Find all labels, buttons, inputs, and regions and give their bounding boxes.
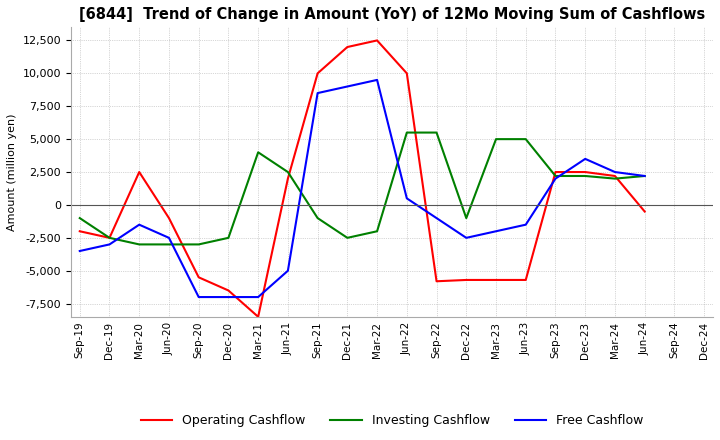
Operating Cashflow: [135, 169, 143, 175]
Free Cashflow: [194, 294, 203, 300]
Operating Cashflow: [76, 229, 84, 234]
Investing Cashflow: [135, 242, 143, 247]
Legend: Operating Cashflow, Investing Cashflow, Free Cashflow: Operating Cashflow, Investing Cashflow, …: [135, 409, 648, 432]
Operating Cashflow: [194, 275, 203, 280]
Operating Cashflow: [551, 169, 559, 175]
Title: [6844]  Trend of Change in Amount (YoY) of 12Mo Moving Sum of Cashflows: [6844] Trend of Change in Amount (YoY) o…: [78, 7, 705, 22]
Free Cashflow: [432, 216, 441, 221]
Operating Cashflow: [432, 279, 441, 284]
Investing Cashflow: [284, 169, 292, 175]
Investing Cashflow: [492, 136, 500, 142]
Investing Cashflow: [551, 173, 559, 179]
Investing Cashflow: [343, 235, 351, 241]
Operating Cashflow: [373, 38, 382, 43]
Investing Cashflow: [313, 216, 322, 221]
Operating Cashflow: [462, 277, 471, 282]
Investing Cashflow: [462, 216, 471, 221]
Operating Cashflow: [224, 288, 233, 293]
Line: Free Cashflow: Free Cashflow: [80, 80, 644, 297]
Investing Cashflow: [611, 176, 619, 181]
Free Cashflow: [343, 84, 351, 89]
Operating Cashflow: [105, 235, 114, 241]
Operating Cashflow: [581, 169, 590, 175]
Free Cashflow: [284, 268, 292, 273]
Operating Cashflow: [284, 176, 292, 181]
Free Cashflow: [76, 248, 84, 253]
Free Cashflow: [492, 229, 500, 234]
Free Cashflow: [224, 294, 233, 300]
Investing Cashflow: [194, 242, 203, 247]
Investing Cashflow: [373, 229, 382, 234]
Free Cashflow: [254, 294, 263, 300]
Line: Operating Cashflow: Operating Cashflow: [80, 40, 644, 317]
Free Cashflow: [313, 91, 322, 96]
Free Cashflow: [373, 77, 382, 83]
Investing Cashflow: [402, 130, 411, 135]
Investing Cashflow: [224, 235, 233, 241]
Free Cashflow: [581, 156, 590, 161]
Investing Cashflow: [165, 242, 174, 247]
Operating Cashflow: [343, 44, 351, 50]
Operating Cashflow: [165, 216, 174, 221]
Investing Cashflow: [254, 150, 263, 155]
Free Cashflow: [640, 173, 649, 179]
Operating Cashflow: [313, 71, 322, 76]
Investing Cashflow: [640, 173, 649, 179]
Free Cashflow: [521, 222, 530, 227]
Investing Cashflow: [105, 235, 114, 241]
Operating Cashflow: [402, 71, 411, 76]
Y-axis label: Amount (million yen): Amount (million yen): [7, 113, 17, 231]
Free Cashflow: [462, 235, 471, 241]
Investing Cashflow: [521, 136, 530, 142]
Investing Cashflow: [581, 173, 590, 179]
Operating Cashflow: [492, 277, 500, 282]
Free Cashflow: [135, 222, 143, 227]
Free Cashflow: [551, 176, 559, 181]
Free Cashflow: [402, 196, 411, 201]
Operating Cashflow: [640, 209, 649, 214]
Free Cashflow: [105, 242, 114, 247]
Operating Cashflow: [254, 314, 263, 319]
Free Cashflow: [165, 235, 174, 241]
Investing Cashflow: [432, 130, 441, 135]
Free Cashflow: [611, 169, 619, 175]
Operating Cashflow: [521, 277, 530, 282]
Operating Cashflow: [611, 173, 619, 179]
Line: Investing Cashflow: Investing Cashflow: [80, 132, 644, 244]
Investing Cashflow: [76, 216, 84, 221]
